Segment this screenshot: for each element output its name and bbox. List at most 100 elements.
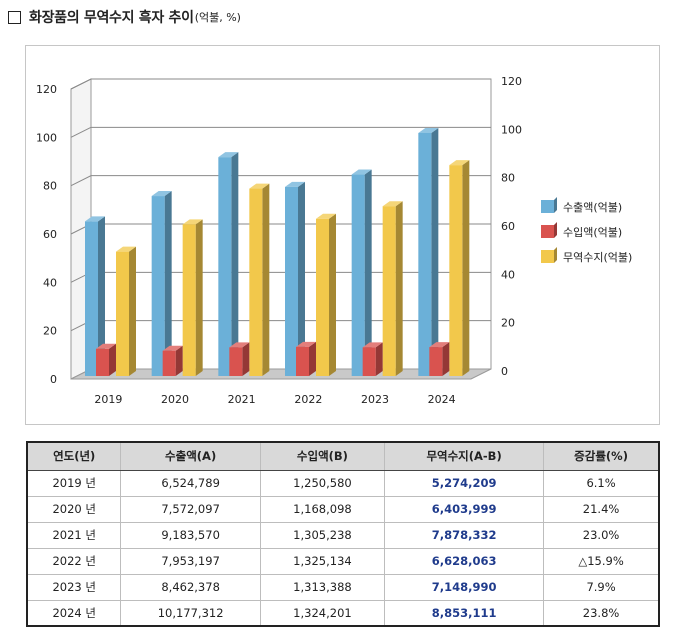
bar-side [109,343,116,376]
cell-import: 1,305,238 [259,522,386,549]
bar-side [262,183,270,376]
bar-side [431,127,439,376]
legend-swatch [541,250,554,263]
bar-side [242,342,250,376]
bar [382,206,396,376]
bar-top [351,169,372,175]
cell-year: 2020 년 [26,496,122,523]
cell-change-rate: △15.9% [543,548,661,575]
y2-tick-label: 80 [501,172,515,185]
bar-top [285,181,305,187]
y-tick-label: 60 [43,228,57,241]
bar-top [362,342,383,348]
table-row: 2020 년 7,572,097 1,168,098 6,403,999 21.… [26,496,661,523]
x-tick-label: 2021 [228,393,256,406]
bar [85,221,98,376]
cell-import: 1,324,201 [259,600,386,627]
bar [151,196,165,376]
bar [296,346,309,376]
table-row: 2024 년 10,177,312 1,324,201 8,853,111 23… [26,600,661,627]
y-tick-label: 80 [43,180,57,193]
y-tick-label: 20 [43,325,57,338]
col-change-rate: 증감률(%) [543,441,661,471]
bar-top [418,127,439,133]
bar-top [229,342,250,348]
legend-swatch [541,225,554,238]
bar [316,218,329,376]
bar-top [116,246,136,252]
bar-side [195,219,203,376]
bar-side [298,181,305,376]
cell-export: 7,572,097 [120,496,261,523]
bar-top [151,191,172,197]
bar-side [364,169,372,376]
bar-top [429,342,450,348]
bar-side [442,342,450,376]
bar [418,132,432,376]
cell-change-rate: 21.4% [543,496,661,523]
cell-trade-balance: 7,878,332 [384,522,545,549]
col-export: 수출액(A) [120,441,261,471]
legend-swatch-side [554,222,557,238]
col-import: 수입액(B) [259,441,386,471]
cell-change-rate: 23.8% [543,600,661,627]
y2-tick-label: 20 [501,317,515,330]
bar [249,188,263,376]
bar-top [449,160,470,166]
cell-import: 1,168,098 [259,496,386,523]
cell-year: 2024 년 [26,600,122,627]
table-row: 2022 년 7,953,197 1,325,134 6,628,063 △15… [26,548,661,575]
bar-top [182,219,203,225]
bar-side [231,152,239,376]
legend-label: 수출액(억불) [563,201,622,214]
cell-trade-balance: 6,403,999 [384,496,545,523]
page-title: 화장품의 무역수지 흑자 추이 [29,10,194,26]
y-tick-label: 120 [36,83,57,96]
legend-label: 수입액(억불) [563,226,622,239]
bar [116,251,129,376]
bar-top [218,152,239,158]
legend-swatch-side [554,197,557,213]
bar-side [329,213,336,376]
cell-export: 7,953,197 [120,548,261,575]
cell-change-rate: 23.0% [543,522,661,549]
bar-side [375,342,383,376]
bar [449,165,463,376]
bar [362,347,376,376]
table-row: 2023 년 8,462,378 1,313,388 7,148,990 7.9… [26,574,661,601]
bar [96,348,109,376]
y-tick-label: 0 [50,373,57,386]
bar [429,347,443,376]
table-row: 2021 년 9,183,570 1,305,238 7,878,332 23.… [26,522,661,549]
cell-year: 2021 년 [26,522,122,549]
cell-year: 2022 년 [26,548,122,575]
trade-table: 연도(년) 수출액(A) 수입액(B) 무역수지(A-B) 증감률(%) 201… [26,441,661,627]
col-year: 연도(년) [26,441,122,471]
x-tick-label: 2023 [361,393,389,406]
table-row: 2019 년 6,524,789 1,250,580 5,274,209 6.1… [26,470,661,497]
y2-tick-label: 100 [501,123,522,136]
cell-export: 6,524,789 [120,470,261,497]
bar [285,186,298,376]
bar-side [164,191,172,376]
gridline [70,126,491,138]
bar-top [162,345,183,351]
bar-side [98,216,105,376]
checkbox-square-icon [8,10,21,24]
cell-year: 2019 년 [26,470,122,497]
bar-side [309,341,316,376]
legend-swatch [541,200,554,213]
y2-tick-label: 60 [501,220,515,233]
x-tick-label: 2020 [161,393,189,406]
cell-change-rate: 7.9% [543,574,661,601]
title-unit: (억불, %) [194,11,241,24]
cell-import: 1,313,388 [259,574,386,601]
chart-title-row: 화장품의 무역수지 흑자 추이 (억불, %) [8,6,241,28]
cell-trade-balance: 6,628,063 [384,548,545,575]
cell-export: 8,462,378 [120,574,261,601]
cell-trade-balance: 7,148,990 [384,574,545,601]
bar-top [296,341,316,347]
bar-top [249,183,270,189]
chart-frame: 0 20 40 60 80 100 120 0 20 40 60 80 100 120 2019 2020 20… [25,45,660,425]
bar-top [316,213,336,219]
